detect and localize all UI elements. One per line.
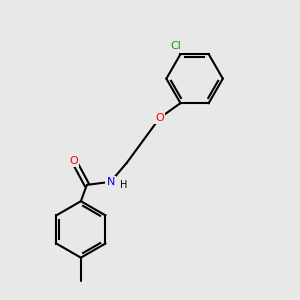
Text: H: H: [120, 180, 128, 190]
Text: Cl: Cl: [171, 41, 182, 52]
Text: N: N: [106, 177, 115, 187]
Text: O: O: [155, 113, 164, 123]
Text: O: O: [69, 156, 78, 166]
